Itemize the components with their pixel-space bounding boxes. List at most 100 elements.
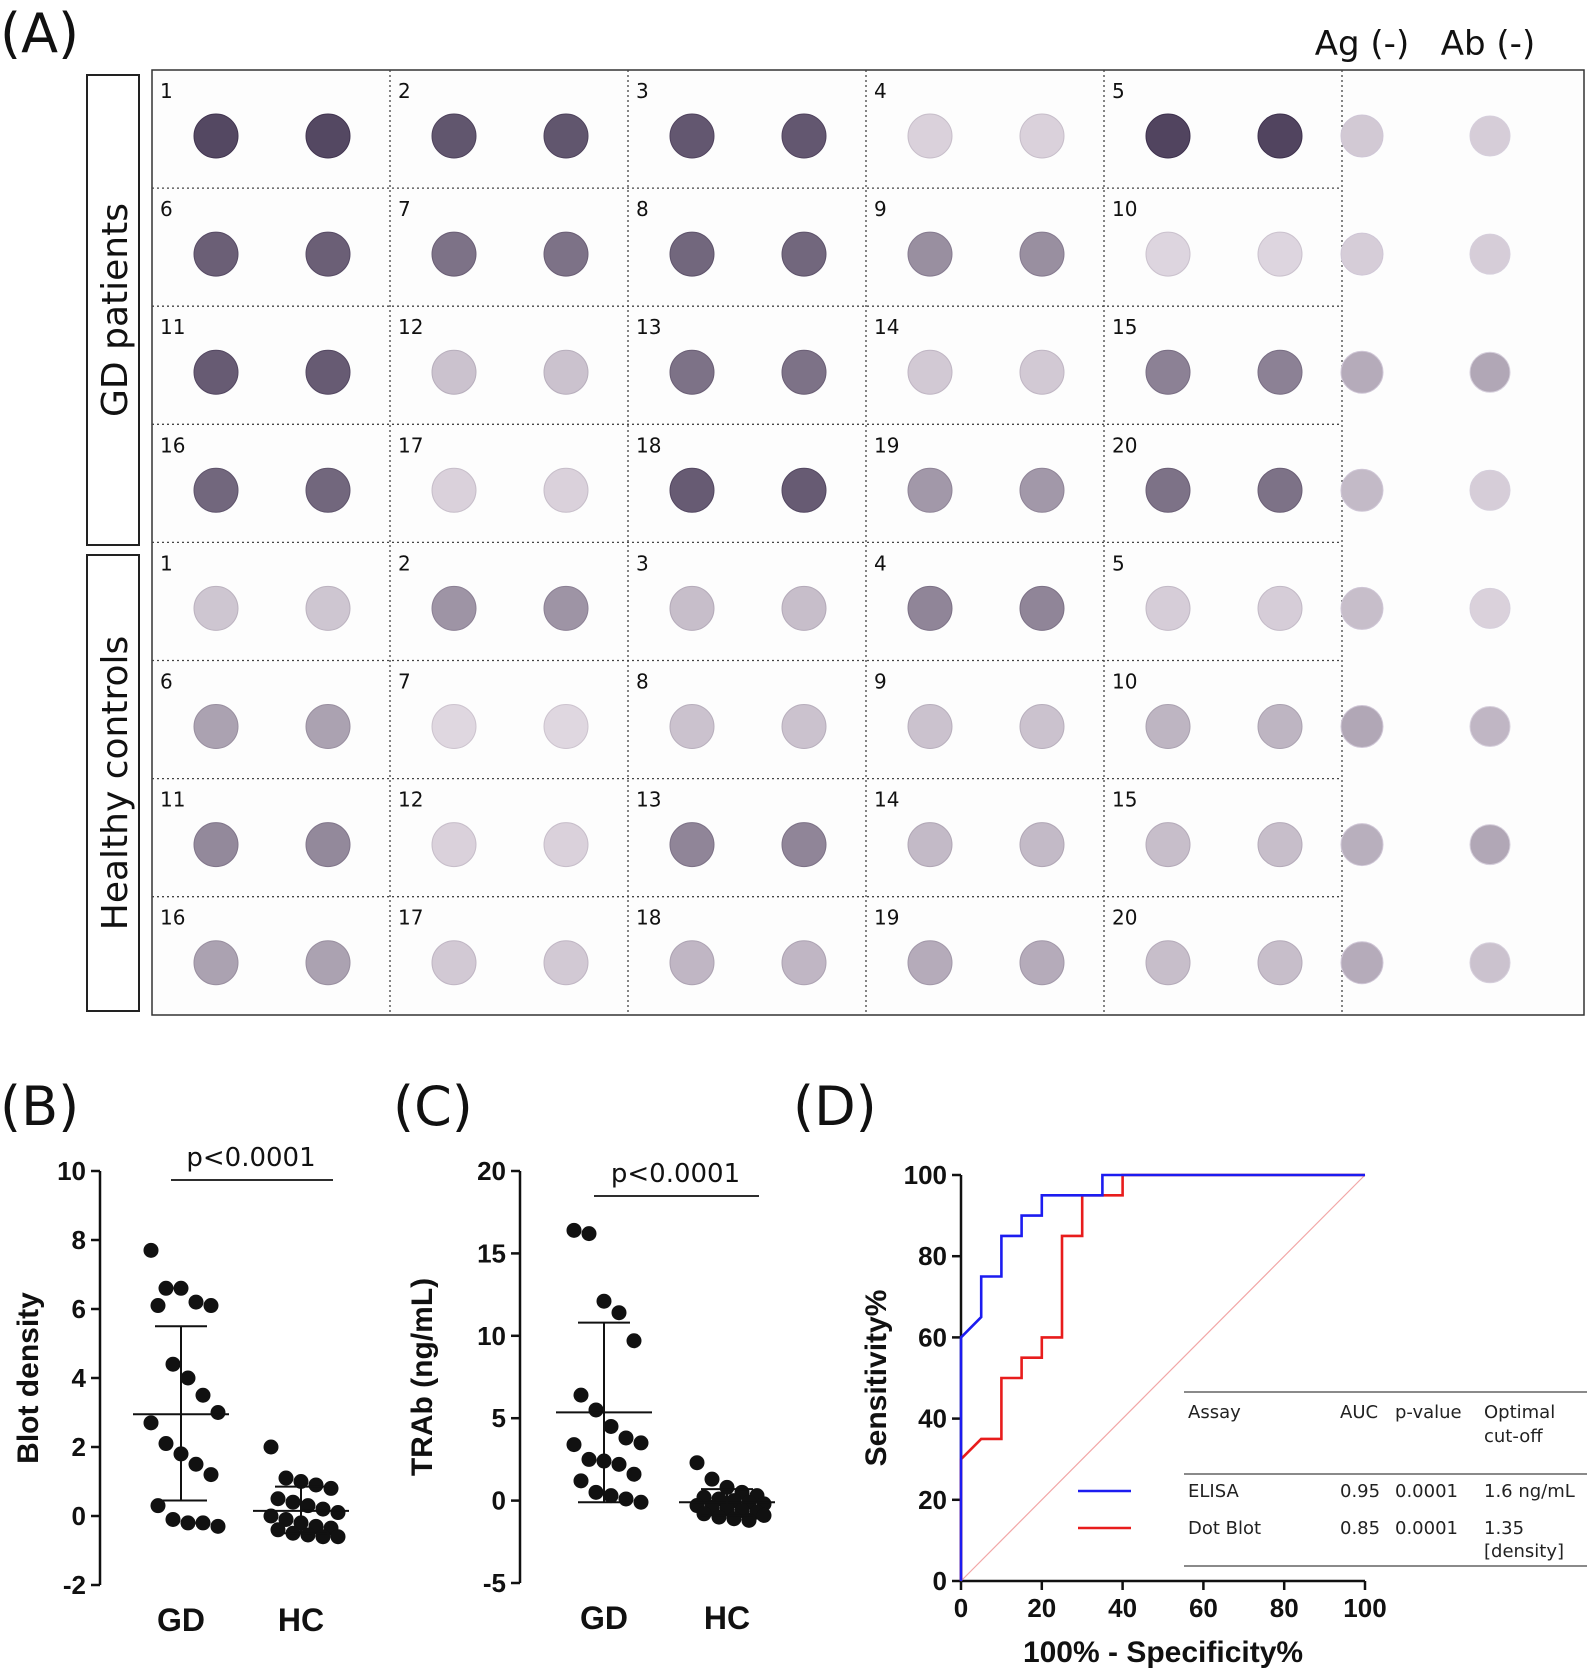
data-point xyxy=(263,1508,279,1524)
data-point xyxy=(165,1356,181,1372)
y-tick-label: 8 xyxy=(72,1225,86,1255)
blot-dot xyxy=(1145,231,1191,277)
blot-dot xyxy=(669,349,715,395)
data-point xyxy=(588,1402,604,1418)
sample-number: 17 xyxy=(398,906,423,930)
data-point xyxy=(203,1467,219,1483)
data-point xyxy=(626,1333,642,1349)
ab-control-dot xyxy=(1469,706,1511,747)
data-point xyxy=(633,1494,649,1510)
sample-number: 1 xyxy=(160,79,173,103)
sample-number: 18 xyxy=(636,906,661,930)
ag-control-dot xyxy=(1340,468,1384,512)
data-point xyxy=(203,1298,219,1314)
blot-dot xyxy=(305,231,351,277)
blot-dot xyxy=(305,704,351,749)
y-tick-label: 0 xyxy=(72,1501,86,1531)
data-point xyxy=(573,1473,589,1489)
blot-dot xyxy=(543,349,589,395)
category-label: HC xyxy=(704,1600,750,1636)
data-point xyxy=(596,1293,612,1309)
ag-control-dot xyxy=(1340,232,1384,276)
blot-dot xyxy=(193,822,239,868)
blot-dot xyxy=(781,113,827,159)
blot-dot xyxy=(193,349,239,395)
data-point xyxy=(263,1439,279,1455)
y-tick-label: 20 xyxy=(918,1485,947,1515)
sample-number: 3 xyxy=(636,551,649,575)
data-point xyxy=(188,1456,204,1472)
blot-dot xyxy=(781,467,827,513)
sample-number: 4 xyxy=(874,79,887,103)
blot-dot xyxy=(193,467,239,513)
data-point xyxy=(330,1529,346,1545)
sample-number: 19 xyxy=(874,906,899,930)
sample-number: 8 xyxy=(636,197,649,221)
blot-dot xyxy=(1257,822,1303,868)
x-tick-label: 0 xyxy=(954,1593,968,1623)
x-tick-label: 20 xyxy=(1027,1593,1056,1623)
sample-number: 4 xyxy=(874,551,887,575)
blot-dot xyxy=(305,585,351,631)
table-cell: 0.85 xyxy=(1340,1518,1380,1539)
blot-dot xyxy=(1145,940,1191,986)
blot-dot xyxy=(907,113,953,159)
table-cell: 0.0001 xyxy=(1395,1481,1458,1502)
chart-d: 0 20 40 60 80 100 0 20 40 60 80 100 Sensitivity% 100%… xyxy=(860,1160,1587,1669)
blot-dot xyxy=(431,467,477,513)
data-point xyxy=(195,1387,211,1403)
ab-control-dot xyxy=(1469,824,1511,866)
y-tick-label: 10 xyxy=(57,1156,86,1186)
blot-dot xyxy=(193,704,239,749)
blot-dot xyxy=(907,940,953,986)
y-tick-label: 20 xyxy=(477,1156,506,1186)
data-point xyxy=(633,1435,649,1451)
ab-control-dot xyxy=(1469,587,1511,629)
sample-number: 19 xyxy=(874,433,899,457)
ab-control-dot xyxy=(1469,115,1511,157)
data-point xyxy=(566,1437,582,1453)
data-point xyxy=(741,1512,757,1528)
data-point xyxy=(611,1456,627,1472)
blot-dot xyxy=(669,113,715,159)
data-point xyxy=(315,1501,331,1517)
blot-dot xyxy=(1019,940,1065,986)
ag-control-dot xyxy=(1340,705,1384,748)
table-header: Assay xyxy=(1188,1402,1241,1423)
reference-diagonal xyxy=(960,1174,1366,1582)
blot-dot xyxy=(669,231,715,277)
y-axis-label: Sensitivity% xyxy=(860,1290,893,1467)
blot-dot xyxy=(1257,467,1303,513)
blot-dot xyxy=(907,822,953,868)
sample-number: 18 xyxy=(636,433,661,457)
x-tick-label: 40 xyxy=(1108,1593,1137,1623)
data-point xyxy=(719,1479,735,1495)
ag-negative-header: Ag (-) xyxy=(1315,24,1409,64)
data-point xyxy=(180,1515,196,1531)
blot-dot xyxy=(543,585,589,631)
data-point xyxy=(143,1415,159,1431)
data-point xyxy=(696,1506,712,1522)
data-point xyxy=(330,1505,346,1521)
data-point xyxy=(150,1498,166,1514)
x-axis-label: 100% - Specificity% xyxy=(1023,1636,1303,1669)
table-cell: 1.35 xyxy=(1484,1518,1524,1539)
category-label: GD xyxy=(157,1602,205,1638)
blot-dot xyxy=(669,704,715,749)
data-point xyxy=(293,1474,309,1489)
table-header: p-value xyxy=(1395,1402,1462,1423)
data-point xyxy=(150,1298,166,1314)
sample-number: 15 xyxy=(1112,788,1137,812)
blot-dot xyxy=(431,349,477,395)
blot-dot xyxy=(1145,113,1191,159)
data-point xyxy=(588,1484,604,1500)
data-point xyxy=(143,1242,159,1258)
data-point xyxy=(711,1509,727,1525)
data-point xyxy=(285,1494,301,1510)
panel-d-label: (D) xyxy=(793,1075,877,1138)
y-tick-label: 0 xyxy=(933,1566,947,1596)
sample-number: 2 xyxy=(398,551,411,575)
blot-dot xyxy=(669,822,715,868)
blot-dot xyxy=(1257,231,1303,277)
